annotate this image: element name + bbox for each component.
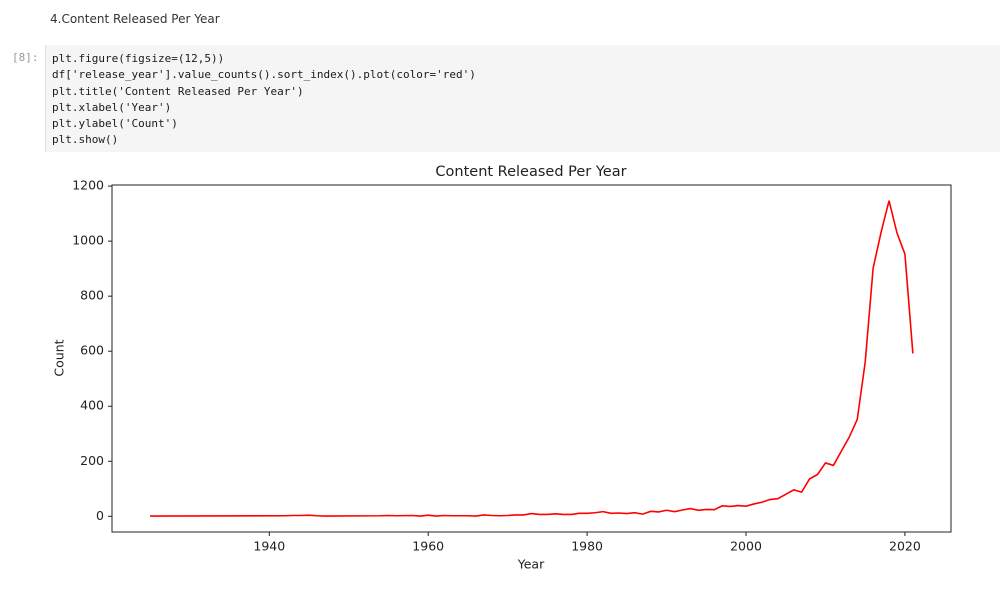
chart-title: Content Released Per Year (435, 164, 626, 180)
y-tick-label: 1000 (72, 233, 104, 248)
markdown-cell: 4.Content Released Per Year (50, 12, 220, 26)
code-line: df['release_year'].value_counts().sort_i… (52, 68, 476, 82)
y-tick-label: 600 (80, 343, 104, 358)
x-tick-label: 1980 (571, 539, 603, 554)
y-tick-label: 200 (80, 453, 104, 468)
x-tick-label: 1960 (412, 539, 444, 554)
x-tick-label: 2020 (889, 539, 921, 554)
code-line: plt.xlabel('Year') (52, 100, 172, 114)
y-tick-label: 800 (80, 288, 104, 303)
code-line: plt.figure(figsize=(12,5)) (52, 52, 225, 65)
code-cell[interactable]: plt.figure(figsize=(12,5)) df['release_ye… (45, 45, 1000, 152)
x-tick-label: 2000 (730, 539, 762, 554)
y-tick-label: 0 (96, 508, 104, 523)
x-tick-label: 1940 (253, 539, 285, 554)
code-line: plt.ylabel('Count') (52, 117, 178, 131)
y-tick-label: 1200 (72, 178, 104, 193)
plot-frame (111, 184, 952, 533)
data-line (150, 200, 914, 517)
cell-prompt: [8]: (12, 51, 39, 64)
y-axis-label: Count (52, 339, 67, 376)
code-line: plt.title('Content Released Per Year') (52, 84, 304, 98)
code-line: plt.show() (52, 133, 119, 147)
y-tick-label: 400 (80, 398, 104, 413)
x-axis-label: Year (517, 557, 545, 572)
